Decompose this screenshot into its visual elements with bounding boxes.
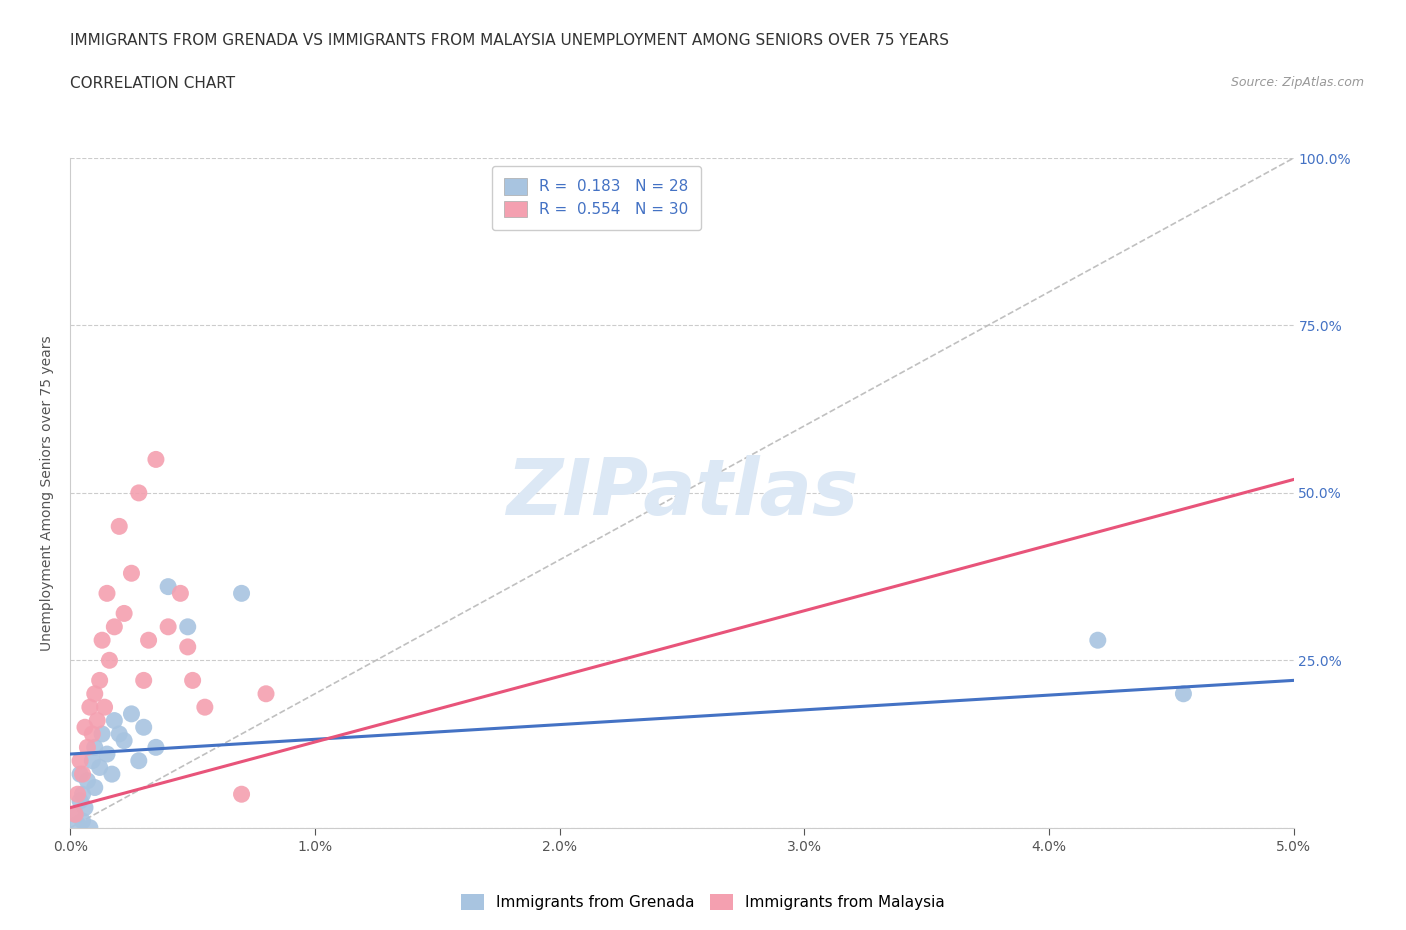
Point bbox=[83, 780, 105, 795]
Point bbox=[91, 726, 114, 741]
Point bbox=[86, 713, 108, 728]
Text: IMMIGRANTS FROM GRENADA VS IMMIGRANTS FROM MALAYSIA UNEMPLOYMENT AMONG SENIORS O: IMMIGRANTS FROM GRENADA VS IMMIGRANTS FR… bbox=[70, 33, 949, 47]
Point bbox=[112, 606, 135, 621]
Point bbox=[63, 807, 86, 822]
Point bbox=[121, 707, 143, 722]
Point bbox=[1173, 686, 1195, 701]
Point bbox=[157, 579, 180, 594]
Point bbox=[145, 740, 167, 755]
Point bbox=[82, 726, 104, 741]
Point bbox=[169, 586, 191, 601]
Point bbox=[66, 787, 89, 802]
Point bbox=[112, 733, 135, 748]
Point bbox=[177, 640, 200, 655]
Point bbox=[72, 787, 94, 802]
Point bbox=[76, 740, 98, 755]
Point bbox=[121, 565, 143, 580]
Point bbox=[138, 632, 160, 647]
Point bbox=[69, 766, 91, 781]
Point bbox=[69, 753, 91, 768]
Point bbox=[73, 720, 96, 735]
Point bbox=[89, 673, 111, 688]
Point bbox=[145, 452, 167, 467]
Point bbox=[83, 686, 105, 701]
Point bbox=[194, 699, 217, 714]
Point bbox=[108, 519, 131, 534]
Point bbox=[132, 673, 155, 688]
Point bbox=[132, 720, 155, 735]
Point bbox=[63, 807, 86, 822]
Text: ZIPatlas: ZIPatlas bbox=[506, 455, 858, 531]
Point bbox=[93, 699, 115, 714]
Legend: Immigrants from Grenada, Immigrants from Malaysia: Immigrants from Grenada, Immigrants from… bbox=[454, 886, 952, 918]
Point bbox=[108, 726, 131, 741]
Point bbox=[101, 766, 124, 781]
Point bbox=[79, 699, 101, 714]
Point bbox=[231, 787, 253, 802]
Point bbox=[177, 619, 200, 634]
Point bbox=[103, 713, 125, 728]
Point bbox=[89, 760, 111, 775]
Point bbox=[73, 800, 96, 815]
Point bbox=[96, 586, 118, 601]
Point bbox=[69, 793, 91, 808]
Point bbox=[128, 753, 150, 768]
Point bbox=[157, 619, 180, 634]
Point bbox=[231, 586, 253, 601]
Point bbox=[1087, 632, 1109, 647]
Point bbox=[103, 619, 125, 634]
Point bbox=[96, 747, 118, 762]
Point bbox=[91, 632, 114, 647]
Point bbox=[128, 485, 150, 500]
Y-axis label: Unemployment Among Seniors over 75 years: Unemployment Among Seniors over 75 years bbox=[39, 335, 53, 651]
Point bbox=[72, 814, 94, 829]
Point bbox=[79, 820, 101, 835]
Point bbox=[82, 753, 104, 768]
Text: CORRELATION CHART: CORRELATION CHART bbox=[70, 76, 235, 91]
Text: Source: ZipAtlas.com: Source: ZipAtlas.com bbox=[1230, 76, 1364, 89]
Point bbox=[98, 653, 121, 668]
Point bbox=[181, 673, 204, 688]
Point bbox=[254, 686, 277, 701]
Point bbox=[72, 766, 94, 781]
Point bbox=[66, 817, 89, 831]
Legend: R =  0.183   N = 28, R =  0.554   N = 30: R = 0.183 N = 28, R = 0.554 N = 30 bbox=[492, 166, 700, 230]
Point bbox=[83, 740, 105, 755]
Point bbox=[76, 774, 98, 789]
